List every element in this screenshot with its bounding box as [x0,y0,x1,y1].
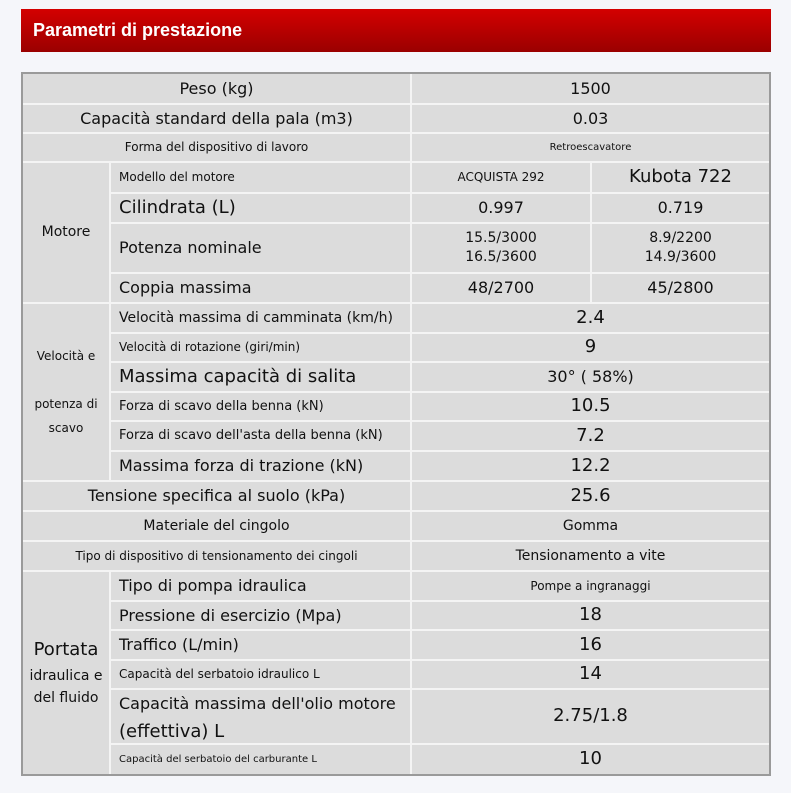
value-serbatoio: 14 [412,661,769,688]
value-pala: 0.03 [412,105,769,132]
label-pompa: Tipo di pompa idraulica [111,572,410,600]
group-idraulica-c: del fluido [33,690,99,707]
spec-table: Peso (kg) 1500 Capacità standard della p… [21,72,771,776]
label-olio: Capacità massima dell'olio motore (effet… [111,690,410,743]
value-cilindrata-1: 0.997 [412,194,590,222]
potenza-2b: 14.9/3600 [644,249,717,265]
value-carburante: 10 [412,745,769,774]
value-pompa: Pompe a ingranaggi [412,572,769,600]
value-materiale: Gomma [412,512,769,540]
value-tensionamento: Tensionamento a vite [412,542,769,570]
value-potenza-1: 15.5/3000 16.5/3600 [412,224,590,272]
label-trazione: Massima forza di trazione (kN) [111,452,410,480]
value-traffico: 16 [412,631,769,659]
label-pala: Capacità standard della pala (m3) [23,105,410,132]
label-tensionamento: Tipo di dispositivo di tensionamento dei… [23,542,410,570]
label-materiale: Materiale del cingolo [23,512,410,540]
value-camminata: 2.4 [412,304,769,332]
section-header: Parametri di prestazione [21,9,771,52]
value-coppia-1: 48/2700 [412,274,590,302]
label-traffico: Traffico (L/min) [111,631,410,659]
label-pressione: Pressione di esercizio (Mpa) [111,602,410,629]
group-idraulica: Portata idraulica e del fluido [23,572,109,774]
label-rotazione: Velocità di rotazione (giri/min) [111,334,410,361]
group-velocita: Velocità e potenza di scavo [23,304,109,480]
value-coppia-2: 45/2800 [592,274,769,302]
value-modello-2: Kubota 722 [592,163,769,192]
label-forma: Forma del dispositivo di lavoro [23,134,410,161]
group-velocita-a: Velocità e [36,349,96,363]
group-idraulica-b: idraulica e [29,668,103,684]
label-benna: Forza di scavo della benna (kN) [111,393,410,420]
label-serbatoio: Capacità del serbatoio idraulico L [111,661,410,688]
group-motore: Motore [23,163,109,302]
value-potenza-2: 8.9/2200 14.9/3600 [592,224,769,272]
value-modello-1: ACQUISTA 292 [412,163,590,192]
value-tensione: 25.6 [412,482,769,510]
group-idraulica-a: Portata [33,639,99,661]
label-coppia: Coppia massima [111,274,410,302]
label-peso: Peso (kg) [23,74,410,103]
label-camminata: Velocità massima di camminata (km/h) [111,304,410,332]
label-potenza: Potenza nominale [111,224,410,272]
potenza-2a: 8.9/2200 [649,230,712,247]
value-rotazione: 9 [412,334,769,361]
value-benna: 10.5 [412,393,769,420]
potenza-1a: 15.5/3000 [465,230,537,247]
label-modello: Modello del motore [111,163,410,192]
value-cilindrata-2: 0.719 [592,194,769,222]
value-forma: Retroescavatore [412,134,769,161]
label-olio-a: Capacità massima dell'olio motore [119,694,396,713]
section-title: Parametri di prestazione [33,20,243,40]
value-trazione: 12.2 [412,452,769,480]
potenza-1b: 16.5/3600 [465,249,537,265]
value-asta: 7.2 [412,422,769,450]
value-salita: 30° ( 58%) [412,363,769,391]
label-olio-b: (effettiva) L [119,721,225,743]
label-cilindrata: Cilindrata (L) [111,194,410,222]
value-peso: 1500 [412,74,769,103]
label-salita: Massima capacità di salita [111,363,410,391]
value-pressione: 18 [412,602,769,629]
label-carburante: Capacità del serbatoio del carburante L [111,745,410,774]
label-asta: Forza di scavo dell'asta della benna (kN… [111,422,410,450]
label-tensione: Tensione specifica al suolo (kPa) [23,482,410,510]
group-velocita-c: scavo [48,421,84,435]
value-olio: 2.75/1.8 [412,690,769,743]
group-velocita-b: potenza di [34,397,98,411]
